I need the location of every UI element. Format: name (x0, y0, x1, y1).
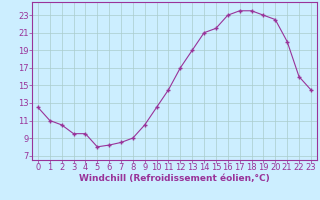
X-axis label: Windchill (Refroidissement éolien,°C): Windchill (Refroidissement éolien,°C) (79, 174, 270, 183)
